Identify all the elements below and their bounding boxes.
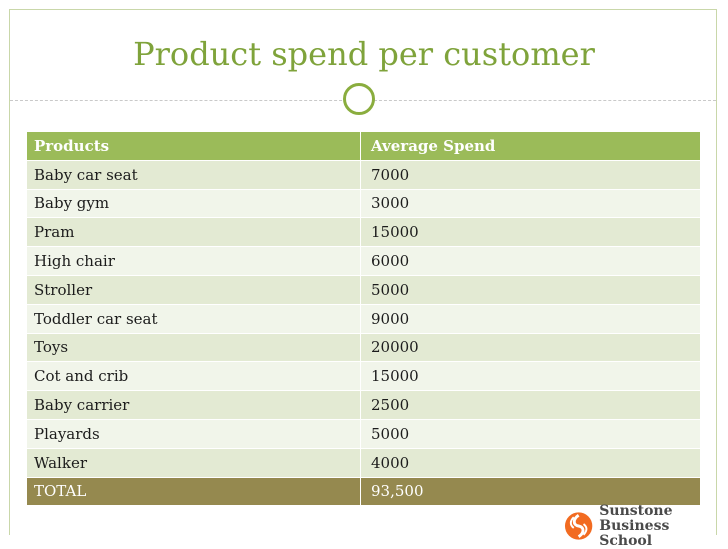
table-row: Playards 5000 (27, 418, 700, 448)
logo-line-2: Business School (599, 517, 670, 549)
product-cell: High chair (34, 252, 115, 271)
table-row: Toys 20000 (27, 332, 700, 362)
spend-cell: 7000 (360, 160, 700, 189)
table-row: Baby carrier 2500 (27, 390, 700, 419)
sunstone-logo-icon (564, 512, 593, 540)
spend-table: Products Average Spend Baby car seat 700… (27, 131, 700, 506)
spend-cell: 6000 (360, 247, 700, 275)
logo-line-1: Sunstone (599, 502, 673, 519)
product-cell: Baby gym (34, 194, 110, 213)
spend-cell: 5000 (360, 275, 700, 304)
product-cell: Stroller (34, 280, 93, 299)
spend-cell: 5000 (360, 419, 700, 448)
product-cell: Toys (34, 338, 69, 357)
spend-cell: 20000 (360, 333, 700, 362)
total-label: TOTAL (34, 482, 87, 501)
table-row: Toddler car seat 9000 (27, 303, 700, 333)
table-row: Stroller 5000 (27, 274, 700, 304)
product-cell: Pram (34, 223, 75, 242)
table-row: Cot and crib 15000 (27, 361, 700, 391)
table-row: Baby gym 3000 (27, 188, 700, 218)
header-average-spend: Average Spend (360, 132, 700, 160)
header-products: Products (34, 136, 110, 155)
spend-cell: 15000 (360, 218, 700, 247)
table-row: Baby car seat 7000 (27, 159, 700, 189)
product-cell: Walker (34, 453, 87, 472)
product-cell: Cot and crib (34, 367, 129, 386)
table-total-row: TOTAL 93,500 (27, 476, 700, 506)
slide-title: Product spend per customer (133, 35, 595, 73)
logo-text: Sunstone Business School (599, 502, 724, 549)
spend-cell: 9000 (360, 304, 700, 333)
table-row: Walker 4000 (27, 447, 700, 477)
sunstone-logo: Sunstone Business School (564, 503, 724, 548)
product-cell: Baby carrier (34, 396, 130, 415)
table-row: High chair 6000 (27, 246, 700, 275)
product-cell: Toddler car seat (34, 309, 158, 328)
spend-cell: 2500 (360, 391, 700, 419)
circle-ornament-icon (343, 83, 375, 115)
spend-cell: 3000 (360, 189, 700, 218)
product-cell: Baby car seat (34, 165, 138, 184)
table-row: Pram 15000 (27, 217, 700, 247)
table-header-row: Products Average Spend (27, 131, 700, 160)
spend-cell: 4000 (360, 448, 700, 477)
total-value: 93,500 (360, 477, 700, 506)
footer-band (10, 510, 716, 535)
product-cell: Playards (34, 424, 100, 443)
spend-cell: 15000 (360, 362, 700, 391)
